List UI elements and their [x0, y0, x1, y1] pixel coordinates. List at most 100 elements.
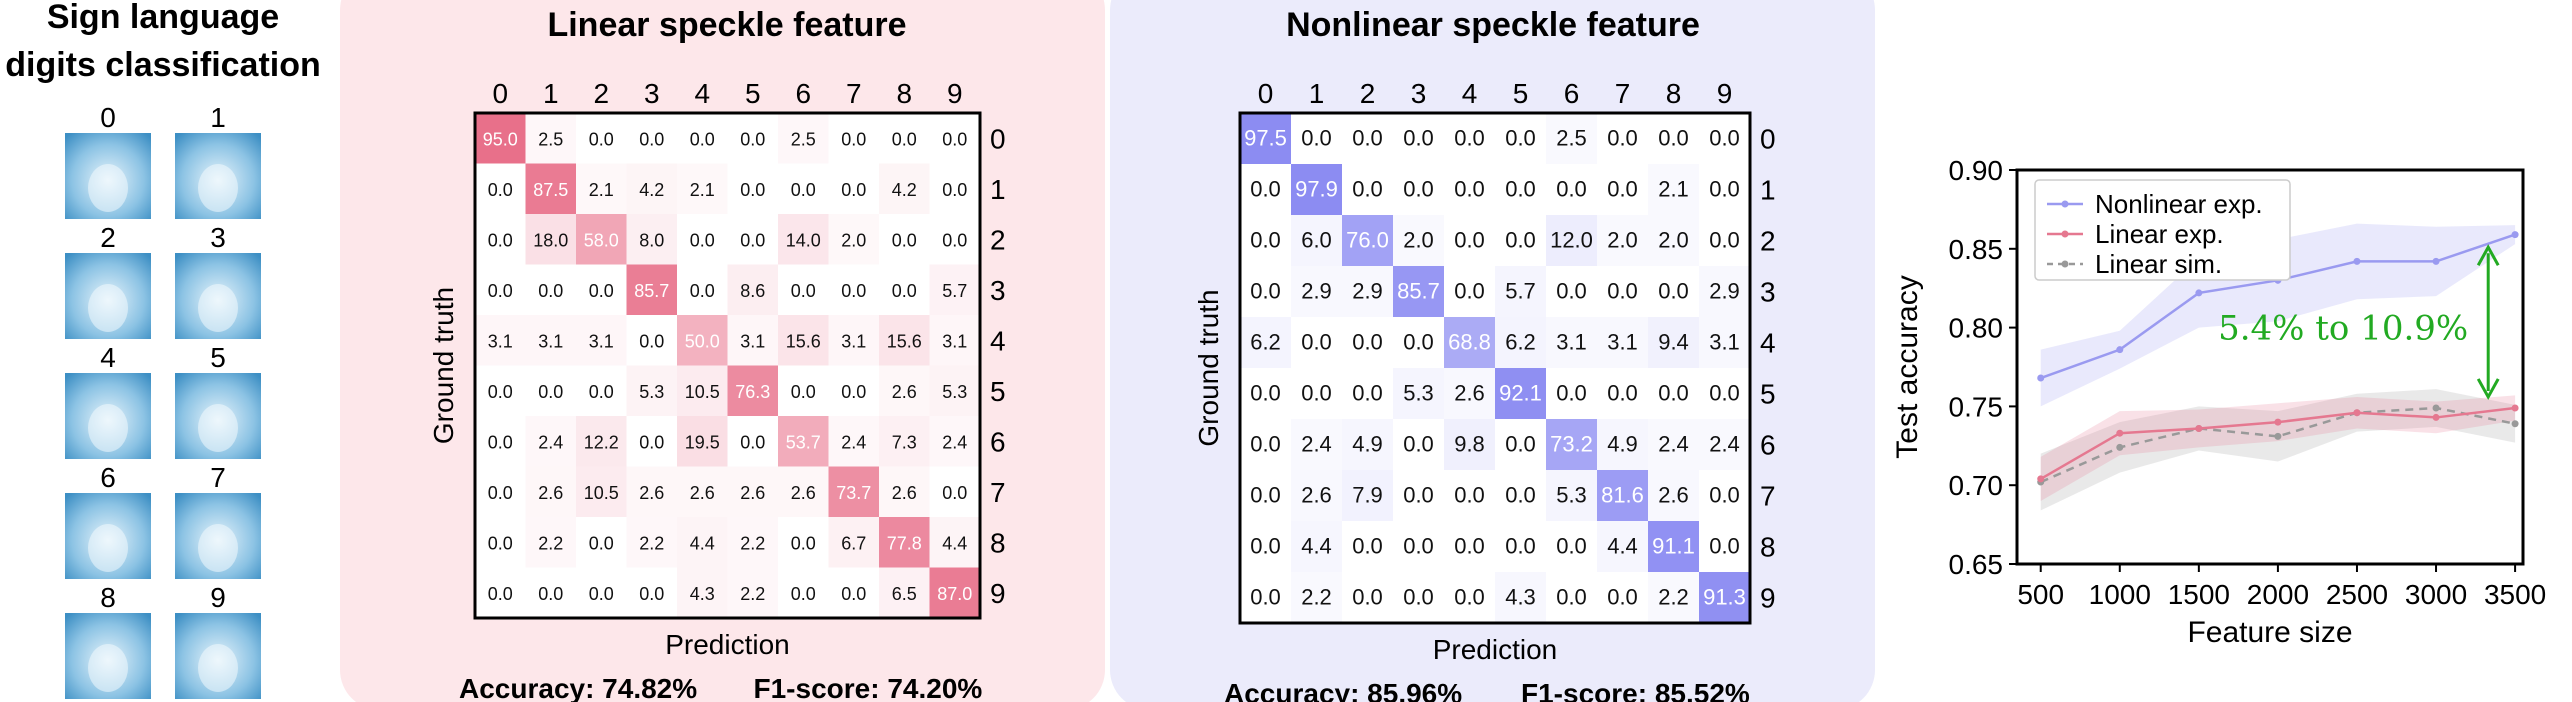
cm-y-tick: 8 — [1760, 532, 1776, 563]
cm-title: Nonlinear speckle feature — [1286, 6, 1700, 44]
cm-y-tick: 9 — [990, 578, 1006, 609]
y-axis-label: Test accuracy — [1891, 275, 1924, 458]
cm-cell-value: 0.0 — [942, 483, 967, 503]
cm-cell-value: 4.3 — [690, 584, 715, 604]
cm-x-tick: 3 — [644, 78, 660, 109]
cm-cell — [576, 466, 627, 517]
cm-cell — [929, 163, 980, 214]
cm-y-tick: 3 — [1760, 277, 1776, 308]
cm-cell-value: 0.0 — [1505, 177, 1536, 202]
cm-cell-value: 0.0 — [1556, 585, 1587, 610]
cm-cell — [879, 214, 930, 265]
cm-x-tick: 0 — [492, 78, 508, 109]
cm-cell — [1240, 266, 1291, 317]
cm-cell — [727, 567, 778, 618]
cm-cell — [1699, 164, 1750, 215]
cm-cell-value: 76.0 — [1346, 228, 1389, 253]
cm-cell — [1495, 215, 1546, 266]
cm-cell — [475, 214, 526, 265]
cm-cell — [626, 113, 677, 164]
cm-cell — [626, 416, 677, 467]
cm-cell-value: 0.0 — [841, 180, 866, 200]
cm-cell — [677, 466, 728, 517]
cm-cell-value: 53.7 — [786, 432, 821, 452]
cm-y-tick: 2 — [990, 224, 1006, 255]
cm-cell-value: 3.1 — [538, 331, 563, 351]
cm-cell — [1393, 113, 1444, 164]
cm-cell-value: 0.0 — [1301, 381, 1332, 406]
cm-cell-value: 3.1 — [1607, 330, 1638, 355]
cm-cell — [1699, 317, 1750, 368]
cm-cell — [1597, 113, 1648, 164]
cm-cell-value: 0.0 — [538, 584, 563, 604]
cm-cell — [828, 315, 879, 366]
cm-y-tick: 7 — [990, 477, 1006, 508]
cm-cell — [929, 466, 980, 517]
cm-cell-value: 73.2 — [1550, 432, 1593, 457]
cm-cell — [828, 214, 879, 265]
cm-cell — [1495, 164, 1546, 215]
cm-cell-value: 2.6 — [1301, 483, 1332, 508]
cm-cell-value: 2.1 — [690, 180, 715, 200]
cm-cell-value: 0.0 — [1250, 585, 1281, 610]
cm-cell-value: 0.0 — [1454, 279, 1485, 304]
cm-x-tick: 8 — [896, 78, 912, 109]
cm-cell-value: 4.4 — [1301, 534, 1332, 559]
cm-cell-value: 2.2 — [740, 533, 765, 553]
cm-cell — [828, 416, 879, 467]
cm-cell-value: 2.5 — [1556, 126, 1587, 151]
series-point — [2116, 346, 2124, 354]
cm-cell — [1393, 470, 1444, 521]
cm-cell-value: 0.0 — [639, 584, 664, 604]
cm-cell-value: 0.0 — [841, 281, 866, 301]
legend-box — [2034, 179, 2291, 281]
cm-cell — [1393, 368, 1444, 419]
cm-cell — [1597, 215, 1648, 266]
cm-border — [473, 111, 982, 620]
cm-cell-value: 68.8 — [1448, 330, 1491, 355]
cm-cell — [1699, 572, 1750, 623]
cm-cell — [1240, 317, 1291, 368]
cm-cell-value: 97.9 — [1295, 177, 1338, 202]
cm-cell — [475, 365, 526, 416]
cm-x-tick: 1 — [1309, 78, 1325, 109]
cm-cell — [1291, 572, 1342, 623]
cm-x-tick: 2 — [1360, 78, 1376, 109]
cm-cell — [1393, 164, 1444, 215]
cm-cell-value: 4.2 — [892, 180, 917, 200]
cm-cell — [879, 416, 930, 467]
series-band — [2040, 223, 2516, 407]
cm-cell-value: 7.9 — [1352, 483, 1383, 508]
cm-cell — [1240, 470, 1291, 521]
cm-cell-value: 77.8 — [887, 533, 922, 553]
cm-cell — [1648, 215, 1699, 266]
cm-cell-value: 0.0 — [1250, 483, 1281, 508]
cm-cell-value: 6.5 — [892, 584, 917, 604]
cm-cell-value: 0.0 — [488, 432, 513, 452]
cm-cell — [778, 365, 829, 416]
cm-cell — [1291, 113, 1342, 164]
digit-label: 3 — [210, 222, 226, 253]
cm-cell-value: 0.0 — [589, 584, 614, 604]
cm-cell — [778, 214, 829, 265]
cm-cell — [1444, 317, 1495, 368]
cm-cell-value: 0.0 — [1301, 330, 1332, 355]
cm-cell-value: 0.0 — [1709, 381, 1740, 406]
cm-cell-value: 2.5 — [791, 129, 816, 149]
cm-y-tick: 0 — [1760, 124, 1776, 155]
cm-x-tick: 8 — [1666, 78, 1682, 109]
cm-accuracy: Accuracy: 85.96% — [1224, 678, 1462, 702]
cm-cell-value: 87.0 — [937, 584, 972, 604]
cm-cell — [1546, 521, 1597, 572]
cm-cell-value: 97.5 — [1244, 126, 1287, 151]
cm-cell — [475, 466, 526, 517]
cm-cell — [1342, 419, 1393, 470]
cm-cell — [1291, 266, 1342, 317]
cm-cell — [1495, 317, 1546, 368]
series-point — [2274, 418, 2282, 426]
cm-cell — [475, 315, 526, 366]
x-axis-label: Feature size — [2187, 616, 2352, 649]
x-tick-label: 2500 — [2326, 579, 2388, 610]
cm-cell — [1648, 317, 1699, 368]
cm-cell — [525, 113, 576, 164]
